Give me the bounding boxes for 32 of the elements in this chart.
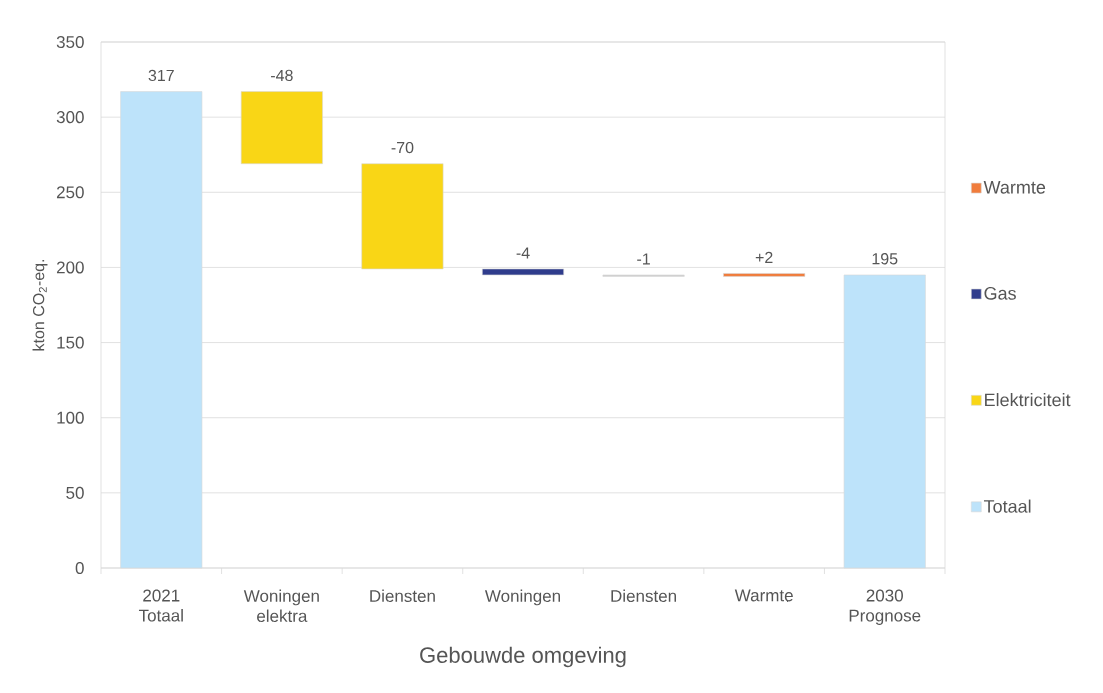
x-tick-label: 2021 Totaal <box>138 589 183 622</box>
bar <box>361 163 444 270</box>
y-tick-label: 0 <box>75 561 84 575</box>
legend-label: Warmte <box>983 181 1046 194</box>
data-label: -4 <box>516 247 530 259</box>
x-axis-title: Gebouwde omgeving <box>420 646 626 668</box>
data-label: 317 <box>148 69 174 82</box>
y-axis-title: kton CO$_{2}$-eq. <box>32 259 48 351</box>
y-tick-label: 350 <box>56 35 84 49</box>
y-tick-label: 50 <box>66 486 84 499</box>
y-tick-label: 200 <box>56 261 84 274</box>
bar <box>240 91 323 165</box>
y-tick-label: 100 <box>57 411 84 424</box>
x-tick-label: 2030 Prognose <box>849 589 921 625</box>
bar <box>482 268 564 276</box>
y-tick-label: 250 <box>56 186 84 199</box>
bar <box>723 273 806 277</box>
data-label: -1 <box>637 253 650 265</box>
data-label: -48 <box>271 69 293 82</box>
y-tick-label: 150 <box>57 336 84 349</box>
data-label: -70 <box>391 141 414 154</box>
legend-label: Gas <box>984 286 1016 300</box>
x-tick-label: Diensten <box>370 589 435 603</box>
legend-label: Elektriciteit <box>985 393 1071 407</box>
x-tick-label: Warmte <box>734 589 793 602</box>
data-label: 195 <box>872 253 898 265</box>
data-label: +2 <box>755 251 773 263</box>
x-tick-label: Woningen elektra <box>243 589 319 623</box>
legend-label: Totaal <box>983 499 1031 513</box>
x-tick-label: Diensten <box>611 589 676 603</box>
y-tick-label: 300 <box>56 111 84 124</box>
x-tick-label: Woningen <box>484 589 560 606</box>
